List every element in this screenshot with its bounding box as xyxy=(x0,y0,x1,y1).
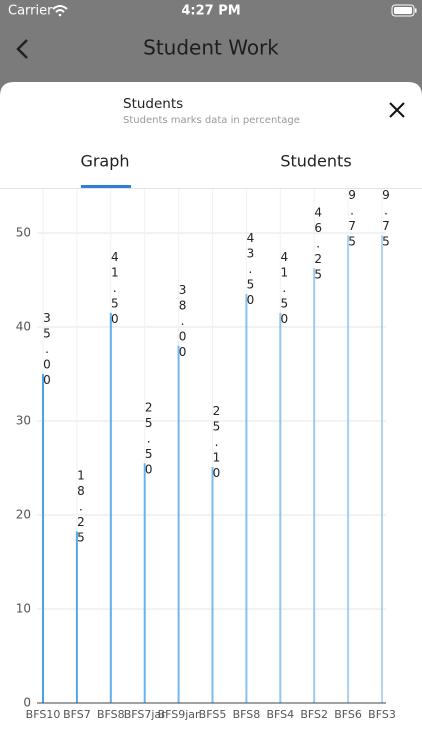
bar xyxy=(381,235,383,703)
bar xyxy=(143,463,146,703)
bar xyxy=(109,312,112,703)
header-title: Student Work xyxy=(143,36,279,60)
x-tick-label: BFS8 xyxy=(97,708,125,721)
y-tick-label: 40 xyxy=(16,320,31,334)
data-label: 49.75 xyxy=(348,172,356,248)
tab[interactable]: Graph xyxy=(80,152,129,171)
chart: 0 10 20 30 40 50 3 5. 0 0 1 8. 2 5 4 1. 5 0 2 5. 5 0 3 8. 0 0 2 5. 1… xyxy=(16,172,390,710)
y-tick-label: 50 xyxy=(16,226,31,240)
battery-icon xyxy=(391,4,417,17)
x-tick-label: BFS3 xyxy=(368,708,396,721)
sheet-title: Students xyxy=(123,96,183,112)
close-button[interactable] xyxy=(389,102,405,118)
bar xyxy=(245,294,248,703)
bar xyxy=(279,312,282,703)
y-tick-label: 10 xyxy=(16,602,31,616)
y-tick-label: 0 xyxy=(23,696,31,710)
clock: 4:27 PM xyxy=(181,4,240,19)
sheet xyxy=(0,82,422,750)
y-tick-label: 30 xyxy=(16,414,31,428)
sheet-subtitle: Students marks data in percentage xyxy=(123,115,300,126)
wifi-icon xyxy=(52,5,68,17)
tab-indicator xyxy=(81,185,131,188)
bar xyxy=(177,345,180,703)
x-tick-label: BFS7 xyxy=(63,708,91,721)
x-tick-label: BFS7jar xyxy=(124,708,166,721)
x-tick-label: BFS8 xyxy=(233,708,261,721)
bar xyxy=(75,531,78,703)
x-tick-label: BFS9jar xyxy=(158,708,200,721)
x-tick-label: BFS10 xyxy=(26,708,61,721)
x-tick-label: BFS4 xyxy=(266,708,294,721)
carrier: Carrier xyxy=(8,4,53,19)
x-tick-label: BFS6 xyxy=(334,708,362,721)
tab[interactable]: Students xyxy=(280,152,351,171)
data-label: 49.75 xyxy=(382,172,390,248)
x-tick-label: BFS2 xyxy=(300,708,328,721)
x-tick-label: BFS5 xyxy=(199,708,227,721)
bar xyxy=(347,235,350,703)
bar xyxy=(313,268,316,703)
back-button[interactable] xyxy=(16,39,28,59)
y-tick-label: 20 xyxy=(16,508,31,522)
bar xyxy=(211,467,214,703)
tab-divider xyxy=(0,188,422,189)
bar xyxy=(42,374,44,703)
